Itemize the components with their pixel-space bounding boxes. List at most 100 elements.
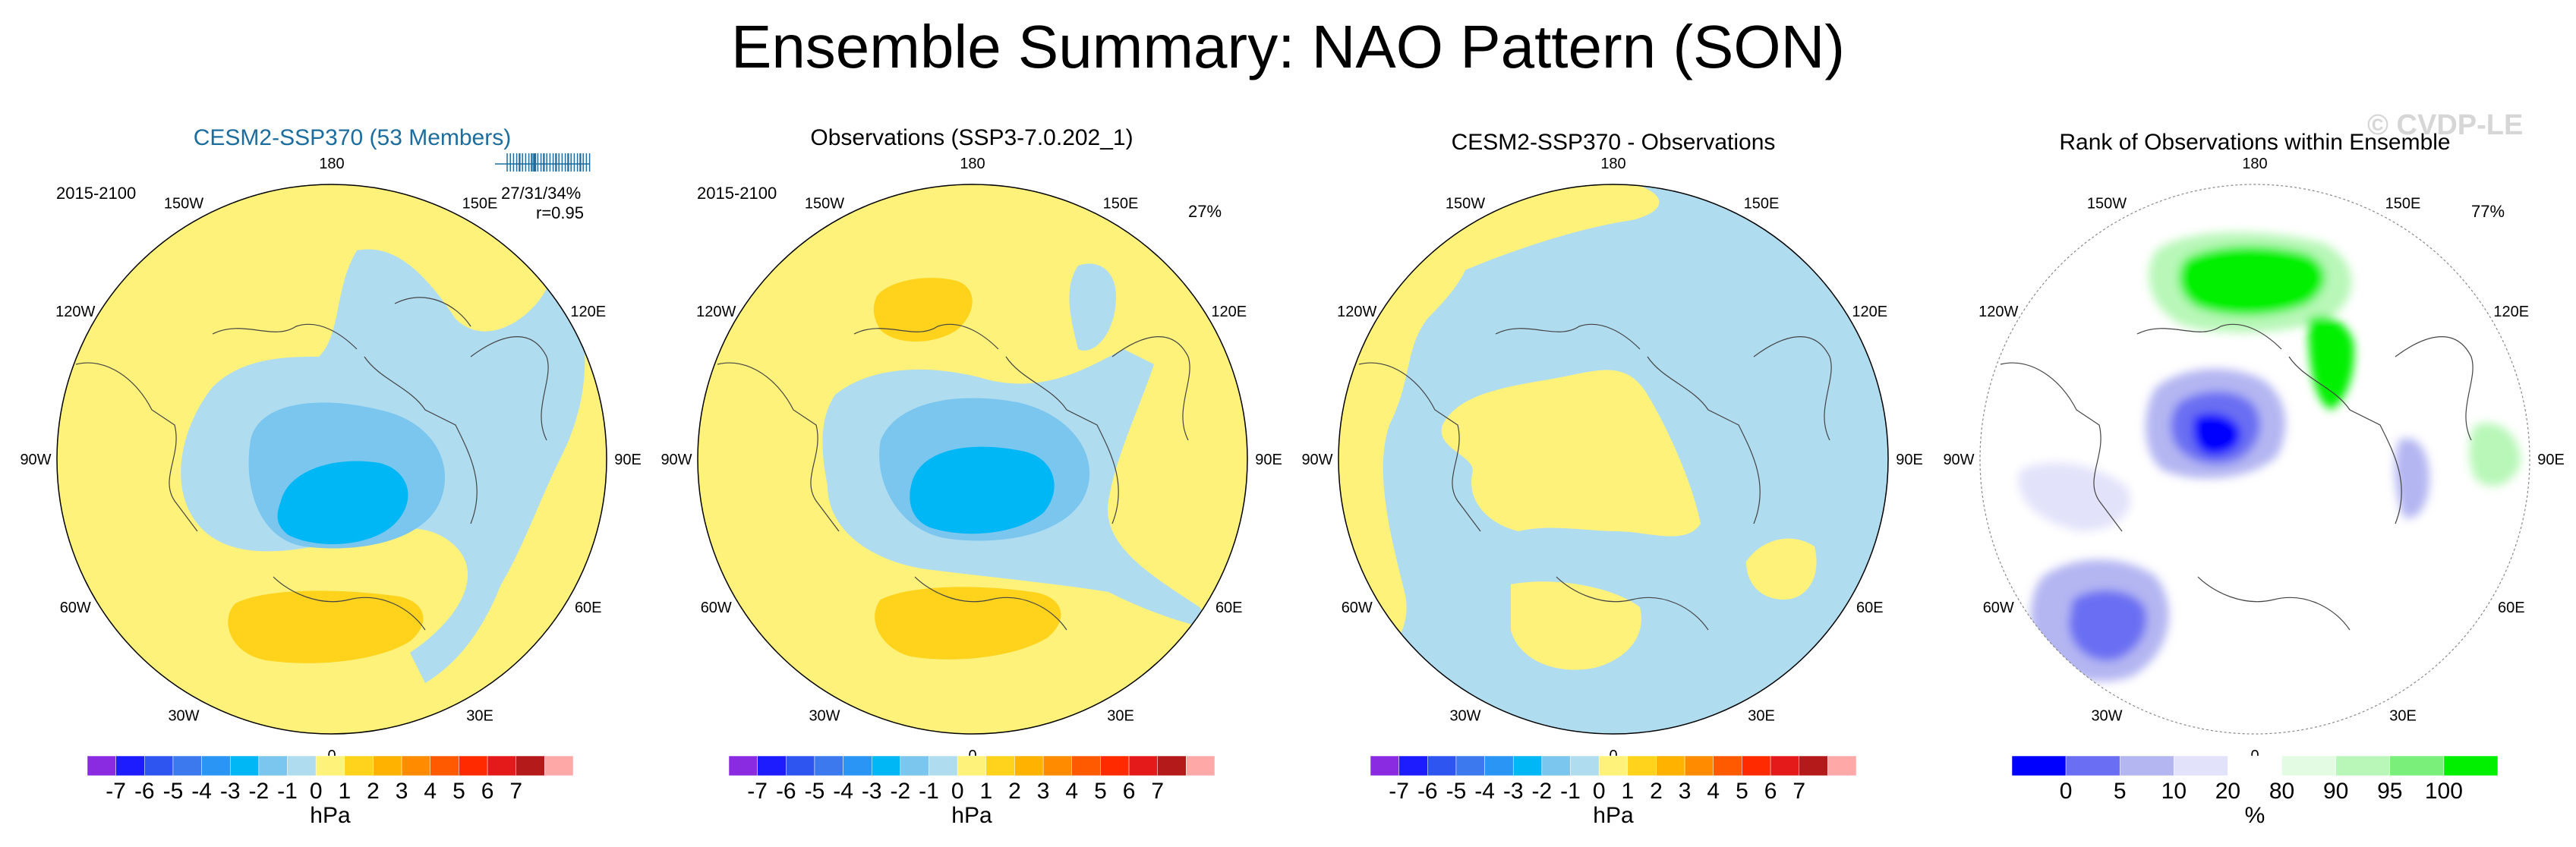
panel-2-colorbar-unit: hPa [951, 803, 992, 828]
panel-1-lon-label: 60E [575, 600, 602, 616]
panel-4-lon-label: 90W [1943, 452, 1974, 468]
panel-2-colorbar-tick: -7 [747, 779, 768, 804]
panel-2-colorbar-tick: 1 [979, 779, 992, 804]
panel-3-lon-label: 60E [1856, 600, 1884, 616]
panel-2-pacific-high [873, 278, 973, 342]
panel-2-lon-label: 90W [661, 452, 692, 468]
panel-2-atlantic-high [875, 587, 1061, 660]
panel-2-map [698, 184, 1247, 734]
panel-4-colorbar-tick: 5 [2114, 779, 2127, 804]
panel-1-rank-ticks [495, 153, 591, 172]
panel-3-colorbar-tick: 3 [1679, 779, 1692, 804]
panel-2-colorbar-swatch [1100, 755, 1130, 776]
panel-3-colorbar-swatch [1598, 755, 1629, 776]
panel-1-colorbar-tick: -2 [249, 779, 270, 804]
panel-4-colorbar-tick: 80 [2269, 779, 2294, 804]
panel-1-lon-label: 90E [614, 452, 642, 468]
panel-2-colorbar-tick: 5 [1094, 779, 1107, 804]
panel-2-colorbar-swatch [1071, 755, 1101, 776]
panel-1-map [57, 184, 607, 734]
panel-2-lon-label: 150W [805, 195, 844, 212]
panel-4-lon-label: 60E [2498, 600, 2525, 616]
panel-3-colorbar-tick: 6 [1764, 779, 1777, 804]
panel-2-center-low-2 [910, 446, 1055, 534]
panel-4-title: Rank of Observations within Ensemble [2059, 130, 2451, 155]
panel-3-lon-label: 90E [1896, 452, 1923, 468]
panel-2-lon-label: 30W [809, 708, 840, 725]
panel-3-map [1338, 184, 1888, 734]
panel-1-colorbar-swatch [172, 755, 202, 776]
panel-2-colorbar-swatch [957, 755, 987, 776]
panel-1-colorbar-tick: 3 [396, 779, 408, 804]
panel-3-lon-label: 150W [1446, 195, 1485, 212]
panel-2-colorbar-swatch [728, 755, 758, 776]
panel-2-colorbar-tick: -1 [919, 779, 939, 804]
panel-2-colorbar-tick: -6 [776, 779, 796, 804]
panel-3-colorbar-swatch [1570, 755, 1600, 776]
panel-2-map-border [697, 184, 1248, 735]
panel-1-colorbar-tick: -1 [277, 779, 298, 804]
panel-1-colorbar-tick: -7 [106, 779, 126, 804]
panel-3-colorbar-swatch [1656, 755, 1685, 776]
panel-3-colorbar-swatch [1512, 755, 1543, 776]
panel-2-colorbar-tick: 6 [1123, 779, 1136, 804]
figure-title: Ensemble Summary: NAO Pattern (SON) [730, 13, 1846, 80]
panel-2-colorbar-swatch [1128, 755, 1158, 776]
panel-2-colorbar-swatch [786, 755, 815, 776]
panel-1-colorbar-unit: hPa [310, 803, 351, 828]
panel-4-north-green [2179, 246, 2325, 316]
panel-2-lon-label: 30E [1107, 708, 1134, 725]
panel-2-pct: 27% [1188, 202, 1222, 221]
panel-2-coastline [717, 323, 1190, 631]
panel-1-pct-line: 27/31/34% [501, 184, 582, 203]
panel-4-colorbar-swatch [2065, 755, 2120, 776]
panel-1-correlation: r=0.95 [536, 203, 584, 222]
watermark-text: © CVDP-LE [2367, 109, 2524, 141]
panel-3-colorbar-swatch [1427, 755, 1457, 776]
panel-4-coastline [2000, 323, 2474, 631]
panel-2-colorbar-swatch [1042, 755, 1073, 776]
panel-2-colorbar-tick: 4 [1065, 779, 1078, 804]
panel-4-colorbar-tick: 0 [2060, 779, 2073, 804]
panel-2-colorbar-swatch [985, 755, 1015, 776]
panel-3-colorbar-tick: 2 [1650, 779, 1663, 804]
panel-2-colorbar-tick: 3 [1037, 779, 1050, 804]
panel-1-colorbar-tick: 4 [424, 779, 437, 804]
panel-4-east-lavender [2395, 438, 2429, 518]
panel-2-title: Observations (SSP3-7.0.202_1) [810, 125, 1134, 150]
panel-3-lon-label: 120E [1852, 304, 1887, 320]
panel-3-colorbar-tick: -2 [1532, 779, 1553, 804]
panel-1-lon-label: 90W [20, 452, 51, 468]
panel-1-colorbar-swatch [201, 755, 231, 776]
panel-1-colorbar-tick: 1 [338, 779, 351, 804]
panel-3-atlantic-positive [1511, 581, 1641, 670]
panel-2-colorbar-swatch [1014, 755, 1044, 776]
panel-1-colorbar-swatch [87, 755, 116, 776]
panel-3-colorbar-tick: 5 [1736, 779, 1748, 804]
panel-4-lon-label: 180 [2242, 156, 2267, 172]
panel-1-colorbar-swatch [516, 755, 545, 776]
panel-1-colorbar-swatch [401, 755, 431, 776]
panel-3-colorbar-swatch [1370, 755, 1399, 776]
panel-2-colorbar-tick: -4 [833, 779, 853, 804]
panel-2-lon-label: 60E [1215, 600, 1243, 616]
panel-4-lon-label: 30W [2091, 708, 2122, 725]
panel-3-colorbar-swatch [1799, 755, 1828, 776]
panel-2-colorbar-swatch [900, 755, 929, 776]
panel-1-colorbar-swatch [373, 755, 402, 776]
panel-2-colorbar-swatch [1186, 755, 1215, 776]
panel-3-lon-label: 30E [1748, 708, 1775, 725]
panel-1-coastline [75, 297, 549, 631]
panel-4-colorbar-tick: 90 [2323, 779, 2348, 804]
panel-3-colorbar-swatch [1541, 755, 1571, 776]
panel-2-negative-arm [1069, 263, 1116, 351]
panel-3-colorbar-swatch [1398, 755, 1428, 776]
panel-3-colorbar-tick: -3 [1503, 779, 1524, 804]
panel-3-colorbar-swatch [1484, 755, 1514, 776]
panel-1-colorbar-tick: 0 [310, 779, 323, 804]
panel-1-center-low-2 [277, 461, 408, 544]
panel-2-colorbar-swatch [757, 755, 787, 776]
panel-3-colorbar-tick: 1 [1621, 779, 1634, 804]
panel-2-lon-label: 120W [696, 304, 736, 320]
